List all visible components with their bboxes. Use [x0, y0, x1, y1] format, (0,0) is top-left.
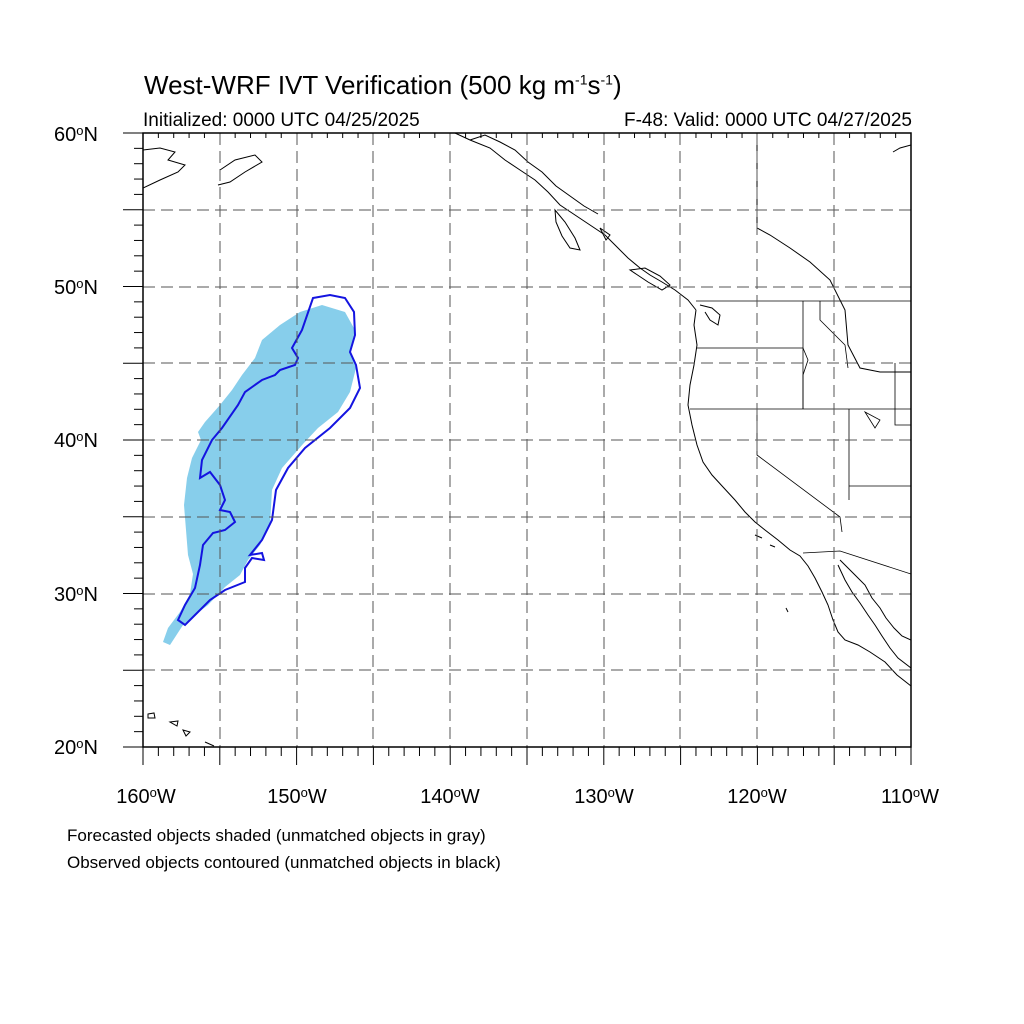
lon-label-130w: 130oW: [574, 785, 634, 808]
observed-object-contour: [176, 293, 362, 627]
lon-label-160w: 160oW: [116, 785, 176, 808]
lat-label-50n: 50oN: [54, 276, 98, 299]
coastlines: [143, 133, 911, 747]
initialized-time: Initialized: 0000 UTC 04/25/2025: [143, 110, 420, 131]
axis-ticks: [123, 132, 912, 765]
valid-time: F-48: Valid: 0000 UTC 04/27/2025: [624, 110, 912, 131]
map-frame: [142, 132, 912, 748]
footnote-forecast: Forecasted objects shaded (unmatched obj…: [67, 826, 486, 845]
footnote-observed: Observed objects contoured (unmatched ob…: [67, 853, 501, 872]
forecast-object-shading: [163, 305, 356, 645]
lon-label-140w: 140oW: [420, 785, 480, 808]
lat-label-20n: 20oN: [54, 736, 98, 759]
political-borders: [690, 300, 911, 575]
lon-label-120w: 120oW: [727, 785, 787, 808]
lon-label-150w: 150oW: [267, 785, 327, 808]
plot-title: West-WRF IVT Verification (500 kg m-1s-1…: [144, 70, 622, 100]
lat-label-30n: 30oN: [54, 583, 98, 606]
lon-label-110w: 110oW: [880, 785, 940, 808]
lat-label-40n: 40oN: [54, 429, 98, 452]
graticule: [143, 133, 911, 747]
lat-label-60n: 60oN: [54, 123, 98, 146]
